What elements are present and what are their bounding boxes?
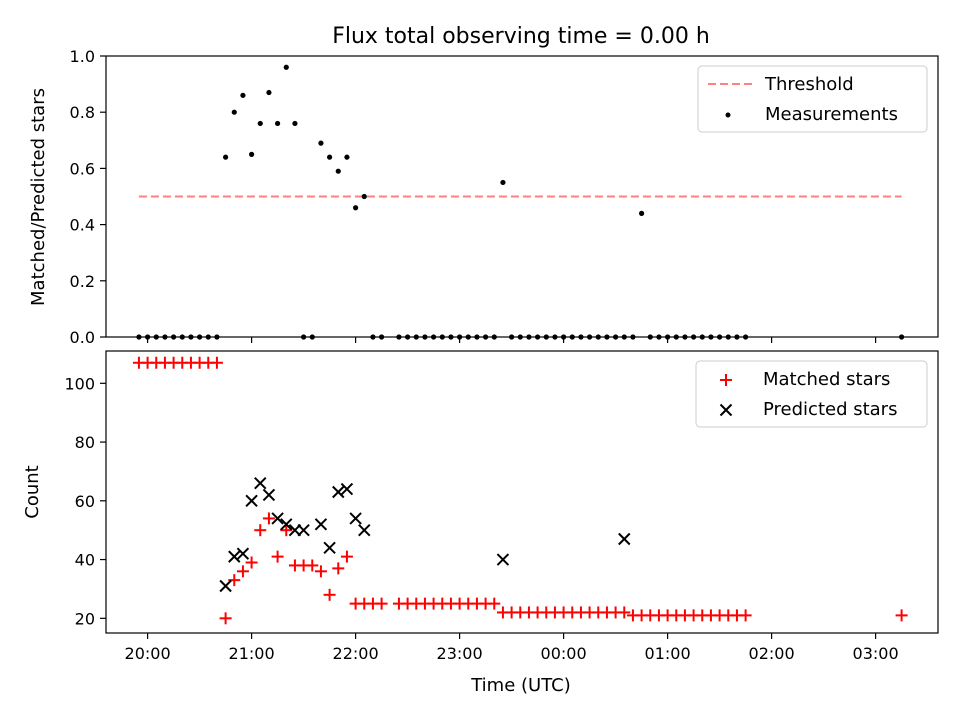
matched-star-point	[739, 609, 752, 622]
matched-star-point	[254, 524, 267, 537]
matched-star-point	[323, 588, 336, 601]
matched-star-point	[219, 612, 232, 625]
measurements-legend-label: Measurements	[765, 104, 898, 125]
predicted-star-point	[280, 518, 293, 531]
matched-star-point	[262, 512, 275, 525]
matched-star-point	[895, 609, 908, 622]
matched-stars-legend-marker	[720, 374, 732, 386]
bottom-axes: 20:00 21:00 22:00 23:00 00:00 01:00 02:00 03:00…	[64, 374, 898, 663]
x-tick-label: 20:00	[125, 644, 171, 663]
predicted-star-point	[271, 512, 284, 525]
top-y-tick-label: 0.8	[70, 103, 95, 122]
x-tick-label: 23:00	[437, 644, 483, 663]
top-y-axis-label: Matched/Predicted stars	[28, 88, 49, 306]
matched-star-point	[488, 597, 501, 610]
top-y-tick-label: 0.0	[70, 328, 95, 347]
top-y-tick-label: 1.0	[70, 47, 95, 66]
predicted-star-point	[618, 532, 631, 546]
x-tick-label: 01:00	[645, 644, 691, 663]
matched-star-point	[340, 550, 353, 563]
bottom-y-tick-label: 100	[64, 374, 95, 393]
matched-star-point	[375, 597, 388, 610]
predicted-star-point	[314, 518, 328, 531]
measurements-legend-swatch	[725, 112, 731, 118]
bottom-y-tick-label: 40	[75, 551, 95, 570]
matched-star-point	[332, 562, 345, 575]
matched-star-point	[210, 356, 223, 369]
x-tick-label: 22:00	[333, 644, 379, 663]
measurement-point	[257, 120, 263, 127]
x-axis-label: Time (UTC)	[470, 675, 571, 696]
x-tick-label: 03:00	[853, 644, 899, 663]
measurement-point	[240, 92, 246, 98]
predicted-star-point	[323, 541, 336, 555]
predicted-star-point	[349, 512, 362, 525]
top-plot-frame	[105, 55, 939, 338]
measurement-point	[283, 64, 289, 70]
predicted-stars-legend-marker	[719, 403, 733, 417]
predicted-star-point	[332, 485, 345, 499]
measurement-point	[639, 210, 645, 216]
threshold-legend-label: Threshold	[764, 74, 854, 95]
measurement-point	[231, 109, 237, 115]
matched-stars-legend-swatch	[720, 374, 732, 386]
predicted-star-point	[262, 488, 276, 502]
bottom-plot-frame	[105, 350, 939, 634]
predicted-star-point	[228, 550, 241, 563]
bottom-y-tick-label: 20	[75, 609, 95, 628]
top-y-tick-label: 0.6	[70, 159, 95, 178]
matched-star-point	[306, 559, 319, 572]
measurement-point	[292, 120, 298, 127]
matched-star-point	[618, 606, 631, 619]
predicted-stars-legend-swatch	[719, 403, 733, 417]
top-axes: 0.0 0.2 0.4 0.6 0.8 1.0	[70, 47, 877, 347]
predicted-star-point	[297, 523, 310, 537]
measurement-point	[335, 168, 341, 174]
matched-stars-legend-label: Matched stars	[763, 369, 890, 390]
predicted-star-point	[340, 482, 354, 496]
bottom-y-axis-label: Count	[22, 465, 43, 518]
bottom-legend-box	[695, 360, 928, 428]
bottom-legend: Matched stars Predicted stars	[695, 360, 928, 428]
measurement-point	[344, 154, 350, 160]
top-legend: Threshold Measurements	[697, 65, 928, 133]
top-legend-box	[697, 65, 928, 133]
matched-star-point	[236, 565, 249, 578]
measurement-point	[500, 179, 506, 186]
predicted-stars-legend-label: Predicted stars	[763, 399, 897, 420]
bottom-panel: 20:00 21:00 22:00 23:00 00:00 01:00 02:00 03:00…	[22, 350, 939, 696]
x-tick-label: 02:00	[749, 644, 795, 663]
measurement-point	[353, 205, 359, 211]
matched-star-point	[280, 524, 293, 537]
predicted-star-point	[254, 476, 267, 490]
matched-star-point	[245, 556, 258, 569]
x-tick-label: 21:00	[229, 644, 275, 663]
measurement-point	[275, 120, 281, 127]
top-y-tick-label: 0.4	[70, 216, 95, 235]
top-y-tick-label: 0.2	[70, 272, 95, 291]
measurement-point	[318, 140, 324, 146]
predicted-star-point	[219, 579, 232, 593]
measurement-point	[361, 193, 367, 200]
bottom-plot-marks	[132, 356, 908, 625]
predicted-star-point	[245, 494, 258, 508]
measurement-point	[327, 154, 333, 160]
measurement-point	[223, 154, 229, 160]
bottom-y-tick-label: 80	[75, 433, 95, 452]
measurement-point	[266, 89, 272, 96]
figure-title: Flux total observing time = 0.00 h	[332, 24, 710, 49]
x-tick-label: 00:00	[541, 644, 587, 663]
measurement-point	[249, 151, 255, 157]
matched-star-point	[271, 550, 284, 563]
predicted-star-point	[496, 553, 510, 566]
predicted-star-point	[358, 523, 371, 537]
top-panel: 0.0 0.2 0.4 0.6 0.8 1.0 Matched/Predicted sta…	[28, 47, 939, 347]
bottom-y-tick-label: 60	[75, 492, 95, 511]
matched-star-point	[314, 565, 327, 578]
predicted-star-point	[236, 547, 250, 560]
